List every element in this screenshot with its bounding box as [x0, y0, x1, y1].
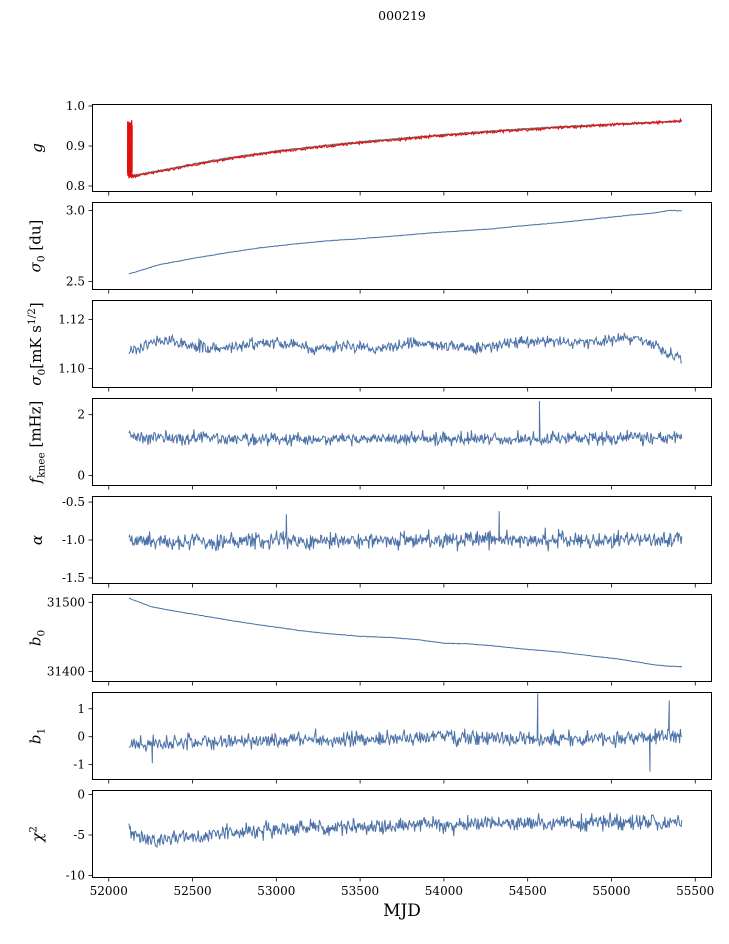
subplot-g: 0.8 0.9 1.0 [66, 99, 712, 196]
x-tick-label: 52000 [90, 884, 128, 898]
axes-border [92, 104, 712, 192]
subplot-alpha: -1.5 -1.0 -0.5 [62, 495, 712, 588]
ylabel-b1: b1 [26, 727, 48, 745]
y-tick-label: 1.0 [66, 99, 85, 113]
subplot-sigma0-mk: 1.10 1.12 [58, 300, 712, 392]
ylabel-g: g [28, 143, 46, 153]
y-tick-label: 1.10 [58, 361, 85, 375]
axes-border [92, 594, 712, 682]
series-g-trend [128, 120, 682, 178]
y-tick-label: 1 [77, 702, 85, 716]
axes-border [92, 692, 712, 780]
y-tick-label: -10 [66, 869, 85, 883]
x-tick-label: 54000 [425, 884, 463, 898]
y-tick-label: -1.0 [62, 533, 85, 547]
series-alpha [128, 511, 683, 552]
y-tick-label: 0 [77, 787, 85, 801]
series-b1 [128, 693, 683, 772]
subplot-sigma0-du: 2.5 3.0 [66, 202, 712, 294]
y-tick-label: 2 [77, 408, 85, 422]
axes-border [92, 790, 712, 878]
y-tick-label: 0.8 [66, 179, 85, 193]
axes-border [92, 202, 712, 290]
y-tick-label: -5 [73, 828, 85, 842]
x-tick-label: 55000 [592, 884, 630, 898]
series-g-gain [126, 117, 682, 179]
y-tick-label: -0.5 [62, 495, 85, 509]
series-fknee [128, 401, 683, 448]
axes-border [92, 300, 712, 388]
axes-border [92, 496, 712, 584]
y-tick-label: -1 [73, 758, 85, 772]
y-tick-label: 3.0 [66, 204, 85, 218]
y-tick-label: 1.12 [58, 313, 85, 327]
axes-border [92, 398, 712, 486]
series-sigma0-du [128, 209, 682, 275]
y-tick-label: 31400 [47, 665, 85, 679]
ylabel-sigma0-du: σ0 [du] [26, 219, 48, 273]
series-chi2 [128, 812, 683, 849]
ylabel-b0: b0 [26, 629, 48, 647]
y-tick-label: -1.5 [62, 571, 85, 585]
subplot-b1: -1 0 1 [73, 692, 712, 784]
series-sigma0-mk [128, 331, 683, 364]
x-tick-label: 53000 [257, 884, 295, 898]
y-tick-label: 31500 [47, 595, 85, 609]
series-b0 [128, 597, 683, 668]
x-tick-label: 54500 [509, 884, 547, 898]
figure-title: 000219 [378, 8, 426, 23]
ylabel-sigma0-mk: σ0[mK s1/2] [26, 302, 48, 386]
ylabel-alpha: α [28, 534, 46, 546]
y-tick-label: 2.5 [66, 274, 85, 288]
ylabel-fknee: fknee [mHz] [26, 400, 48, 484]
y-tick-label: 0.9 [66, 139, 85, 153]
subplot-chi2: -10 -5 0 52000 52500 53000 53500 54000 54500 5500… [66, 787, 715, 898]
x-tick-label: 53500 [341, 884, 379, 898]
y-tick-label: 0 [77, 468, 85, 482]
subplot-fknee: 02 [77, 398, 712, 490]
y-tick-label: 0 [77, 730, 85, 744]
subplot-b0: 31400 31500 [47, 594, 712, 686]
x-axis-label: MJD [383, 901, 421, 921]
x-tick-label: 52500 [173, 884, 211, 898]
x-tick-label: 55500 [676, 884, 714, 898]
ylabel-chi2: χ2 [27, 826, 47, 842]
